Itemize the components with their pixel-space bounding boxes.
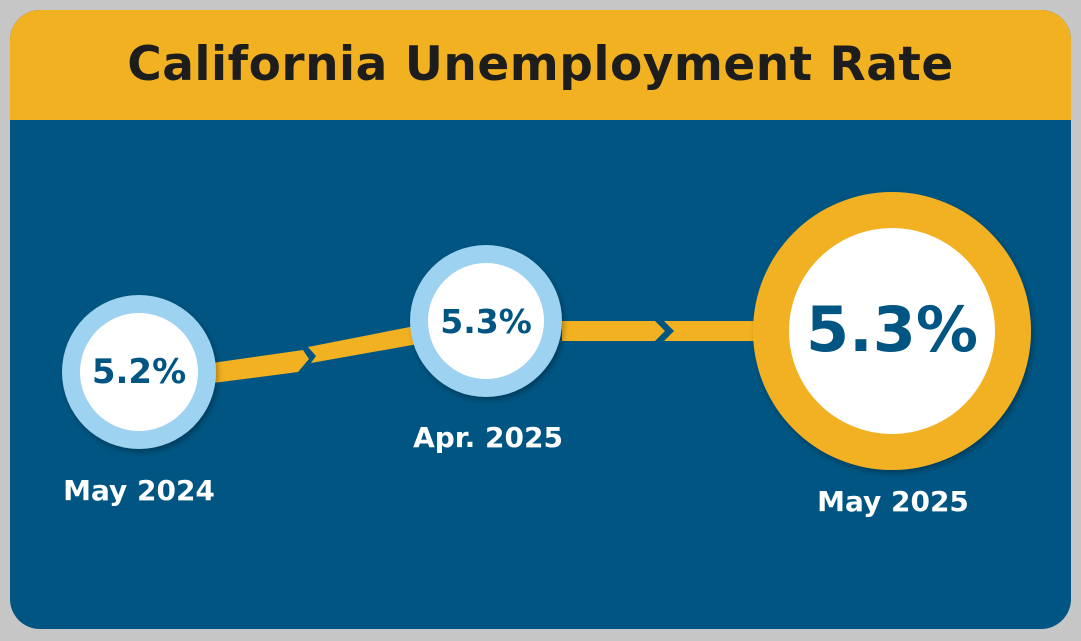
connector-arrow-2	[562, 321, 760, 341]
connector-arrow-1	[212, 326, 418, 383]
point-may-2025	[753, 192, 1031, 470]
point-apr-2025	[410, 245, 562, 397]
title-banner: California Unemployment Rate	[10, 10, 1071, 120]
disc-may-2024	[80, 313, 198, 431]
label-may-2025: May 2025	[817, 485, 969, 518]
value-may-2025: 5.3%	[806, 293, 978, 366]
value-may-2024: 5.2%	[91, 352, 187, 392]
disc-may-2025	[789, 228, 995, 434]
value-apr-2025: 5.3%	[440, 302, 532, 341]
label-apr-2025: Apr. 2025	[413, 421, 563, 454]
label-may-2024: May 2024	[63, 474, 215, 507]
disc-apr-2025	[428, 263, 544, 379]
page-title: California Unemployment Rate	[127, 37, 954, 92]
point-may-2024	[62, 295, 216, 449]
